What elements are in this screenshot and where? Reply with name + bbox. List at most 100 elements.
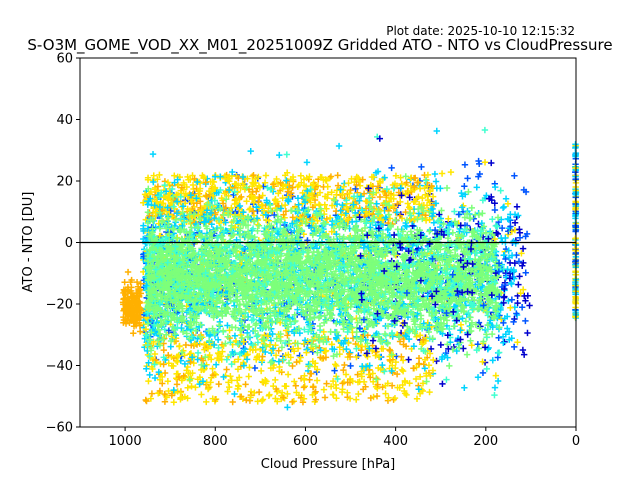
- data-point: [230, 191, 237, 199]
- data-point: [259, 192, 266, 199]
- data-point: [280, 299, 288, 307]
- data-point: [329, 377, 337, 385]
- data-point: [461, 384, 468, 391]
- data-point: [243, 198, 250, 205]
- data-point: [399, 357, 407, 364]
- data-point: [413, 395, 421, 402]
- data-point: [443, 184, 451, 192]
- data-point: [142, 326, 150, 333]
- data-point: [160, 361, 167, 368]
- data-point: [461, 161, 469, 168]
- data-point: [333, 187, 341, 194]
- data-point: [150, 172, 157, 179]
- data-point: [331, 367, 338, 374]
- data-point: [141, 191, 149, 198]
- data-point: [247, 394, 254, 401]
- data-point: [353, 353, 360, 361]
- data-point: [431, 170, 439, 178]
- data-point: [246, 206, 253, 213]
- data-point: [140, 235, 147, 243]
- data-point: [320, 328, 327, 336]
- data-point: [203, 379, 210, 386]
- data-point: [520, 186, 528, 194]
- data-point: [519, 286, 527, 293]
- data-point: [285, 359, 293, 367]
- data-point: [194, 376, 202, 383]
- data-point: [277, 179, 284, 186]
- data-point: [334, 172, 341, 179]
- data-point: [306, 376, 313, 384]
- data-point: [468, 342, 475, 349]
- data-point: [377, 366, 385, 373]
- data-point: [276, 151, 283, 159]
- data-point: [438, 170, 446, 177]
- data-point: [282, 383, 290, 390]
- data-point: [367, 181, 375, 189]
- data-point: [273, 175, 280, 183]
- data-point: [251, 364, 259, 372]
- data-point: [234, 356, 242, 363]
- data-point: [262, 172, 270, 179]
- data-point: [168, 353, 175, 360]
- data-point: [136, 328, 144, 335]
- data-point: [410, 365, 417, 372]
- data-point: [167, 343, 174, 350]
- data-point: [479, 358, 486, 365]
- data-point: [225, 379, 232, 386]
- data-point: [497, 187, 504, 194]
- data-point: [504, 200, 512, 207]
- data-point: [303, 159, 311, 166]
- data-point: [492, 183, 499, 191]
- data-point: [429, 193, 437, 200]
- data-point: [514, 338, 521, 346]
- data-point: [447, 168, 455, 176]
- data-point: [420, 361, 427, 368]
- data-point: [148, 390, 156, 397]
- data-point: [502, 281, 509, 289]
- data-point: [498, 224, 506, 232]
- data-point: [373, 392, 381, 400]
- data-point: [414, 179, 421, 186]
- data-point: [173, 381, 181, 388]
- data-point: [504, 325, 511, 332]
- data-point: [392, 172, 400, 179]
- data-point: [154, 176, 161, 183]
- data-point: [309, 204, 317, 211]
- data-point: [271, 211, 278, 219]
- data-point: [326, 214, 334, 222]
- data-point: [232, 196, 240, 203]
- data-point: [150, 338, 157, 346]
- data-point: [508, 228, 516, 235]
- data-point: [513, 203, 521, 210]
- data-point: [501, 338, 508, 346]
- data-point: [222, 204, 230, 211]
- data-point: [274, 398, 281, 405]
- data-point: [443, 376, 450, 383]
- data-point: [171, 172, 178, 179]
- data-point: [382, 390, 389, 397]
- data-point: [258, 397, 266, 405]
- data-point: [397, 211, 404, 218]
- data-point: [425, 362, 433, 369]
- data-point: [421, 184, 428, 192]
- data-point: [242, 381, 249, 388]
- data-point: [433, 357, 440, 365]
- data-point: [300, 384, 308, 391]
- data-point: [160, 346, 167, 354]
- data-point: [347, 362, 354, 370]
- data-point: [130, 330, 137, 337]
- data-point: [215, 380, 222, 388]
- data-point: [227, 373, 234, 380]
- data-point: [284, 332, 291, 339]
- data-point: [406, 380, 413, 387]
- data-point: [516, 273, 523, 280]
- data-point: [402, 190, 409, 198]
- data-point: [284, 390, 291, 398]
- data-point: [488, 159, 495, 167]
- data-point: [159, 200, 167, 207]
- data-point: [215, 350, 223, 358]
- data-point: [224, 388, 231, 395]
- data-point: [178, 377, 186, 384]
- data-point: [266, 391, 273, 398]
- data-point: [266, 341, 274, 348]
